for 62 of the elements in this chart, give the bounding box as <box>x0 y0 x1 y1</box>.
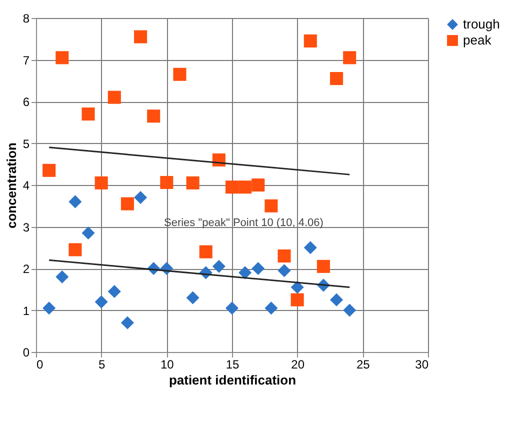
point <box>94 176 108 190</box>
point <box>330 293 344 306</box>
point <box>290 280 304 294</box>
point <box>238 180 252 194</box>
point <box>160 176 174 190</box>
point <box>68 243 82 256</box>
point <box>304 241 317 254</box>
point <box>343 51 356 64</box>
point <box>290 293 304 306</box>
point <box>186 291 200 304</box>
point <box>316 260 330 273</box>
point <box>264 199 278 212</box>
point <box>225 302 239 315</box>
point <box>173 68 186 81</box>
point <box>134 30 148 44</box>
x-tick-label: 10 <box>160 358 174 372</box>
x-axis-title: patient identification <box>168 372 296 388</box>
point <box>56 51 69 64</box>
point <box>42 302 56 315</box>
y-tick-label: 1 <box>22 304 30 318</box>
x-tick-label: 20 <box>291 358 305 372</box>
legend-label: peak <box>463 32 492 48</box>
x-tick-label: 15 <box>226 358 240 372</box>
y-tick-label: 0 <box>22 346 30 360</box>
x-tick-label: 0 <box>36 358 44 372</box>
point <box>147 110 160 123</box>
point <box>94 295 108 308</box>
point <box>56 270 69 284</box>
point <box>82 226 95 240</box>
legend-label: trough <box>463 16 500 32</box>
point <box>42 164 56 177</box>
y-axis-title: concentration <box>4 142 19 228</box>
point <box>278 249 291 262</box>
x-tick-label: 30 <box>415 358 429 372</box>
point <box>68 195 82 208</box>
point <box>82 108 95 121</box>
point <box>120 197 134 210</box>
point <box>343 304 356 317</box>
x-tick-label: 5 <box>98 358 106 372</box>
point <box>330 72 344 86</box>
x-tick-label: 25 <box>356 358 370 372</box>
y-tick-label: 8 <box>22 12 30 26</box>
point <box>225 180 239 194</box>
point <box>278 264 291 278</box>
point <box>264 302 278 315</box>
point <box>120 316 134 330</box>
y-tick-label: 6 <box>22 95 30 109</box>
point <box>134 191 148 204</box>
point <box>252 178 265 192</box>
point <box>238 266 252 280</box>
point <box>252 262 265 276</box>
point <box>186 176 200 190</box>
y-tick-label: 2 <box>22 262 30 276</box>
y-tick-label: 7 <box>22 53 30 68</box>
point <box>212 260 226 273</box>
point <box>108 284 121 298</box>
y-tick-label: 3 <box>22 220 30 234</box>
point <box>199 245 212 258</box>
y-tick-label: 4 <box>22 178 30 192</box>
point <box>304 34 317 48</box>
point <box>108 90 121 104</box>
y-tick-label: 5 <box>22 136 30 151</box>
